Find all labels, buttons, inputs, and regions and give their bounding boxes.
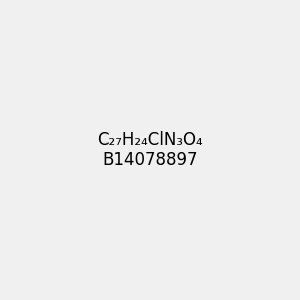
Text: C₂₇H₂₄ClN₃O₄
B14078897: C₂₇H₂₄ClN₃O₄ B14078897 bbox=[97, 130, 203, 170]
